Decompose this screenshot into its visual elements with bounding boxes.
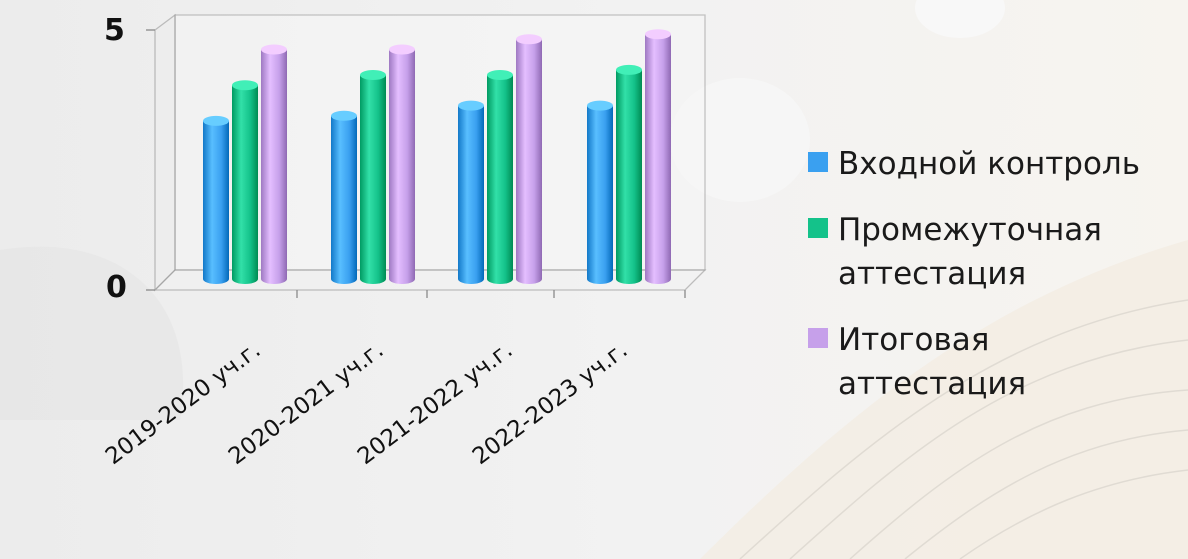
bar-0-2 (261, 44, 287, 284)
y-tick-label-min: 0 (106, 270, 127, 305)
bar-1-2 (389, 44, 415, 284)
legend-label: Итоговая аттестация (838, 322, 1027, 402)
legend-item-entry-control: Входной контроль (808, 142, 1188, 186)
chart-legend: Входной контроль Промежуточная аттестаци… (808, 142, 1188, 428)
legend-item-intermediate: Промежуточная аттестация (808, 208, 1188, 296)
chart-frame (146, 13, 707, 298)
x-axis-labels: 2019-2020 уч.г.2020-2021 уч.г.2021-2022 … (101, 337, 633, 470)
y-tick-label-max: 5 (104, 13, 125, 48)
legend-item-final: Итоговая аттестация (808, 318, 1188, 406)
bar-2-0 (458, 100, 484, 284)
chart-floor (153, 269, 707, 291)
bar-3-2 (645, 29, 671, 285)
chart-side-wall (154, 13, 176, 292)
bar-0-0 (203, 115, 229, 285)
bar-2-1 (487, 70, 513, 284)
legend-label: Промежуточная аттестация (838, 212, 1102, 292)
bar-3-0 (587, 100, 613, 284)
legend-swatch-blue (808, 152, 828, 172)
legend-swatch-purple (808, 328, 828, 348)
chart-bars (203, 29, 671, 285)
bar-2-2 (516, 34, 542, 284)
legend-swatch-green (808, 218, 828, 238)
bar-0-1 (232, 80, 258, 284)
bar-3-1 (616, 64, 642, 285)
bar-1-0 (331, 110, 357, 284)
legend-label: Входной контроль (838, 146, 1140, 182)
bar-1-1 (360, 70, 386, 284)
